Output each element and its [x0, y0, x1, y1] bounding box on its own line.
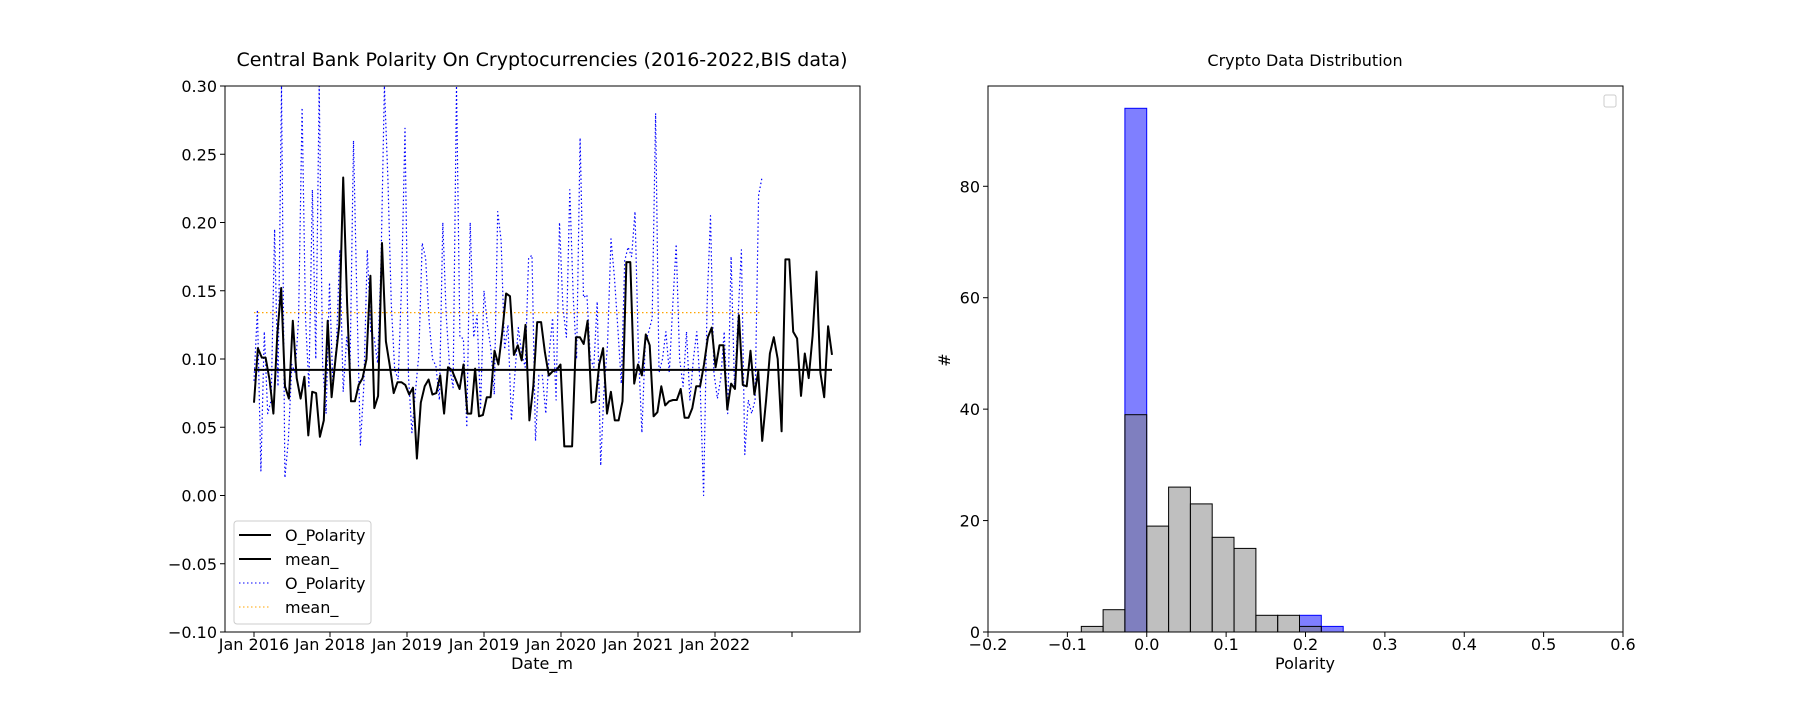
series-line-o-polarity-solid — [253, 176, 833, 460]
x-tick-label: Jan 2019 — [448, 635, 519, 654]
y-tick-label: 0.25 — [181, 145, 217, 164]
y-tick-label: 0.30 — [181, 77, 217, 96]
x-tick-label: 0.1 — [1213, 635, 1238, 654]
histogram-plot-area — [1080, 107, 1344, 633]
y-tick-label: −0.10 — [168, 623, 217, 642]
x-tick-label: 0.3 — [1372, 635, 1397, 654]
y-tick-label: 40 — [960, 400, 980, 419]
x-tick-label: 0.4 — [1452, 635, 1477, 654]
line-chart-x-axis-label: Date_m — [511, 654, 573, 674]
line-chart-y-axis: −0.10 −0.05 0.00 0.05 0.10 0.15 0.20 0.25 0.30 — [168, 77, 225, 642]
y-tick-label: 0.10 — [181, 350, 217, 369]
legend-label-o-polarity-solid: O_Polarity — [285, 526, 365, 546]
x-tick-label: Jan 2019 — [371, 635, 442, 654]
y-tick-label: 0.20 — [181, 214, 217, 233]
legend-label-o-polarity-dotted: O_Polarity — [285, 574, 365, 594]
y-tick-label: 0.00 — [181, 487, 217, 506]
line-chart-title: Central Bank Polarity On Cryptocurrencie… — [236, 49, 847, 71]
histogram-bar-gray — [1299, 625, 1322, 633]
y-tick-label: 60 — [960, 289, 980, 308]
y-tick-label: −0.05 — [168, 555, 217, 574]
y-tick-label: 80 — [960, 177, 980, 196]
x-tick-label: Jan 2021 — [602, 635, 673, 654]
y-tick-label: 20 — [960, 512, 980, 531]
line-chart-plot-area — [253, 86, 833, 497]
x-tick-label: 0.6 — [1610, 635, 1635, 654]
histogram-legend-box[interactable] — [1603, 94, 1617, 108]
x-tick-label: −0.1 — [1048, 635, 1087, 654]
histogram-bar-gray — [1211, 536, 1235, 633]
histogram-bar-gray — [1277, 614, 1300, 633]
y-tick-label: 0.05 — [181, 418, 217, 437]
histogram-bar-gray — [1102, 609, 1126, 633]
histogram-x-axis: −0.2 −0.1 0.0 0.1 0.2 0.3 0.4 0.5 0.6 — [969, 632, 1636, 654]
y-tick-label: 0.15 — [181, 282, 217, 301]
legend-frame — [233, 520, 372, 625]
series-line-o-polarity-dotted — [253, 86, 763, 497]
polarity-line-chart: Central Bank Polarity On Cryptocurrencie… — [168, 49, 861, 674]
x-tick-label: Jan 2022 — [679, 635, 750, 654]
x-tick-label: Jan 2020 — [525, 635, 596, 654]
histogram-bar-blue — [1320, 625, 1344, 633]
line-chart-x-axis: Jan 2016 Jan 2018 Jan 2019 Jan 2019 Jan 2020… — [218, 632, 793, 654]
legend-label-mean-dotted: mean_ — [285, 598, 339, 618]
histogram-title: Crypto Data Distribution — [1207, 51, 1402, 70]
line-chart-legend[interactable]: O_Polarity mean_ O_Polarity mean_ — [233, 520, 372, 625]
histogram-bar-gray — [1146, 525, 1170, 633]
histogram-bar-gray — [1168, 486, 1191, 633]
histogram-bar-gray — [1080, 625, 1104, 633]
histogram-x-axis-label: Polarity — [1275, 654, 1335, 673]
histogram-y-axis: 0 20 40 60 80 — [960, 177, 988, 642]
histogram-bar-gray — [1233, 547, 1257, 633]
x-tick-label: Jan 2016 — [218, 635, 289, 654]
x-tick-label: 0.2 — [1293, 635, 1318, 654]
x-tick-label: 0.0 — [1134, 635, 1159, 654]
legend-label-mean-solid: mean_ — [285, 550, 339, 570]
x-tick-label: 0.5 — [1531, 635, 1556, 654]
histogram-bar-gray — [1255, 614, 1279, 633]
histogram-y-axis-label: # — [935, 353, 954, 366]
histogram-bar-gray — [1124, 414, 1148, 633]
histogram-bar-gray — [1189, 503, 1213, 633]
x-tick-label: −0.2 — [969, 635, 1008, 654]
x-tick-label: Jan 2018 — [294, 635, 365, 654]
y-tick-label: 0 — [970, 623, 980, 642]
